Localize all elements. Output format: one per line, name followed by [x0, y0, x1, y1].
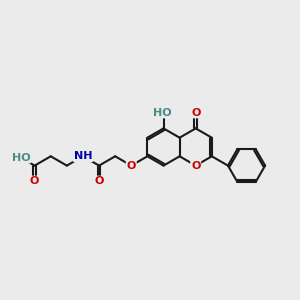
Text: O: O: [191, 108, 200, 118]
Text: NH: NH: [74, 151, 92, 161]
Text: O: O: [191, 160, 200, 171]
Text: HO: HO: [12, 153, 30, 163]
Text: O: O: [30, 176, 39, 186]
Text: HO: HO: [153, 108, 171, 118]
Text: O: O: [127, 160, 136, 171]
Text: O: O: [94, 176, 104, 186]
